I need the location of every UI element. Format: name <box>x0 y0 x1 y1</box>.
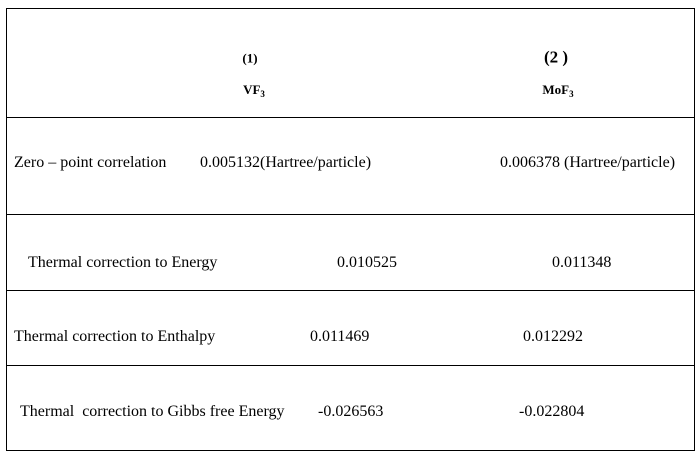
cell-value: -0.026563 <box>318 403 384 420</box>
row-divider <box>6 365 695 366</box>
cell-value: 0.010525 <box>337 254 397 271</box>
row-label: Thermal correction to Gibbs free Energy <box>20 403 285 420</box>
column-number: (1) <box>242 50 258 66</box>
cell-value: 0.011469 <box>310 328 370 345</box>
formula-subscript: 3 <box>260 89 265 99</box>
column-number: (2 ) <box>543 47 569 67</box>
cell-value: -0.022804 <box>519 403 585 420</box>
cell-value: 0.012292 <box>523 328 583 345</box>
row-label: Thermal correction to Enthalpy <box>14 328 216 345</box>
row-divider <box>6 290 695 291</box>
cell-value: 0.005132(Hartree/particle) <box>200 154 372 171</box>
column-compound: VF3 <box>243 83 265 99</box>
cell-value: 0.011348 <box>552 254 612 271</box>
row-label: Zero – point correlation <box>14 154 167 171</box>
table-border <box>6 8 695 451</box>
cell-value: 0.006378 (Hartree/particle) <box>500 154 676 171</box>
row-divider <box>6 214 695 215</box>
row-divider <box>6 117 695 118</box>
compound-formula: VF <box>243 82 261 97</box>
formula-subscript: 3 <box>569 89 574 99</box>
row-label: Thermal correction to Energy <box>28 254 218 271</box>
column-compound: MoF3 <box>542 83 573 99</box>
compound-formula: MoF <box>542 82 570 97</box>
